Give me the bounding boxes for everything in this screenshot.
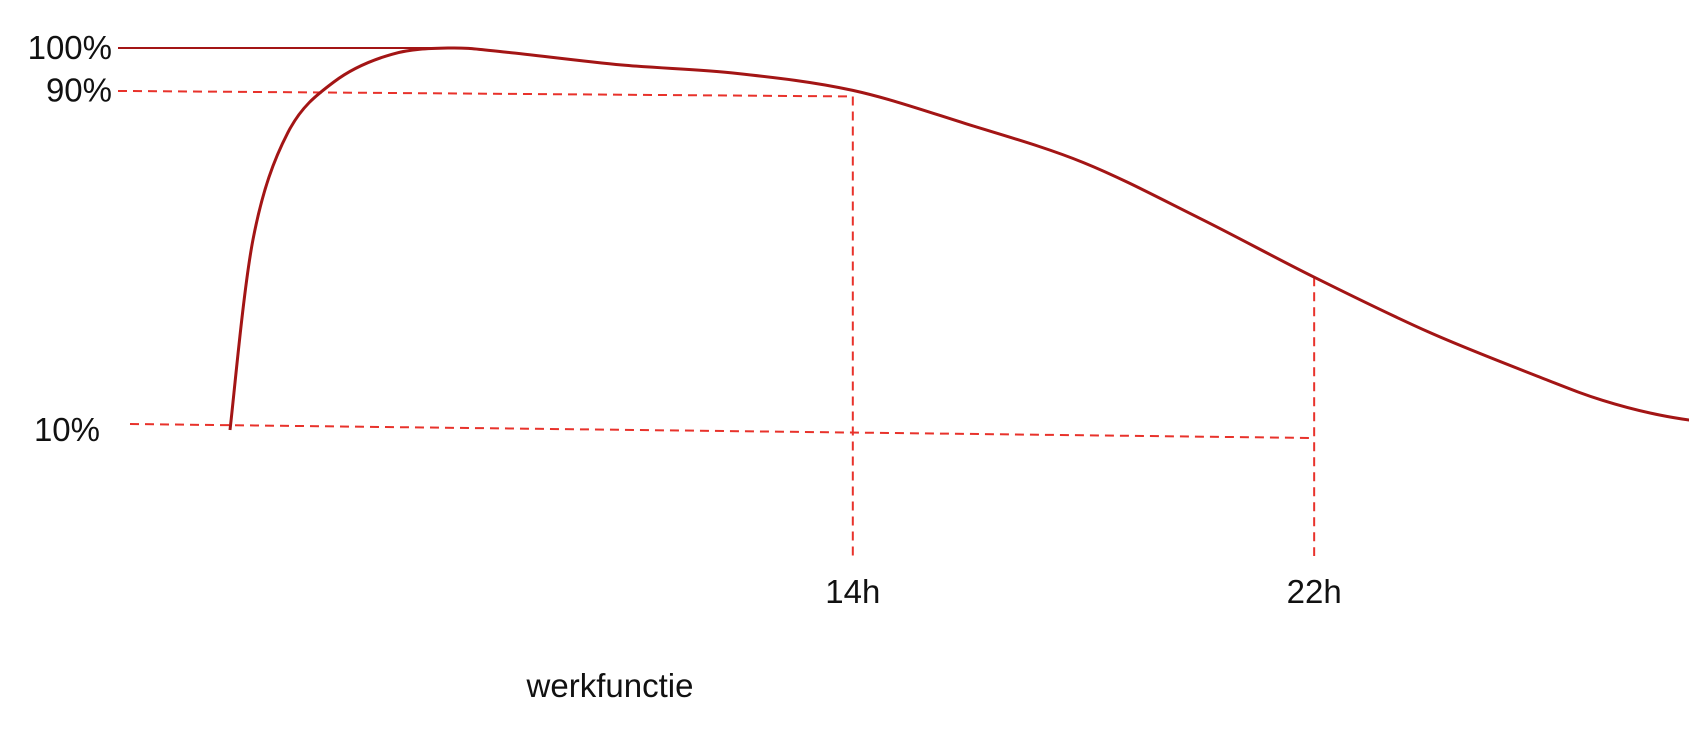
- x-tick-label: 22h: [1287, 573, 1342, 610]
- x-axis-label: werkfunctie: [526, 667, 694, 704]
- guide-line-10: [129, 423, 1315, 439]
- y-tick-labels: 100% 90% 10%: [28, 29, 112, 448]
- guide-lines: [117, 47, 1316, 556]
- x-tick-labels: 14h 22h: [825, 573, 1341, 610]
- guide-line-90: [117, 89, 853, 98]
- y-tick-label: 90%: [46, 71, 112, 108]
- x-tick-label: 14h: [825, 573, 880, 610]
- data-curve: [228, 46, 1689, 431]
- y-tick-label: 10%: [34, 411, 100, 448]
- y-tick-label: 100%: [28, 29, 112, 66]
